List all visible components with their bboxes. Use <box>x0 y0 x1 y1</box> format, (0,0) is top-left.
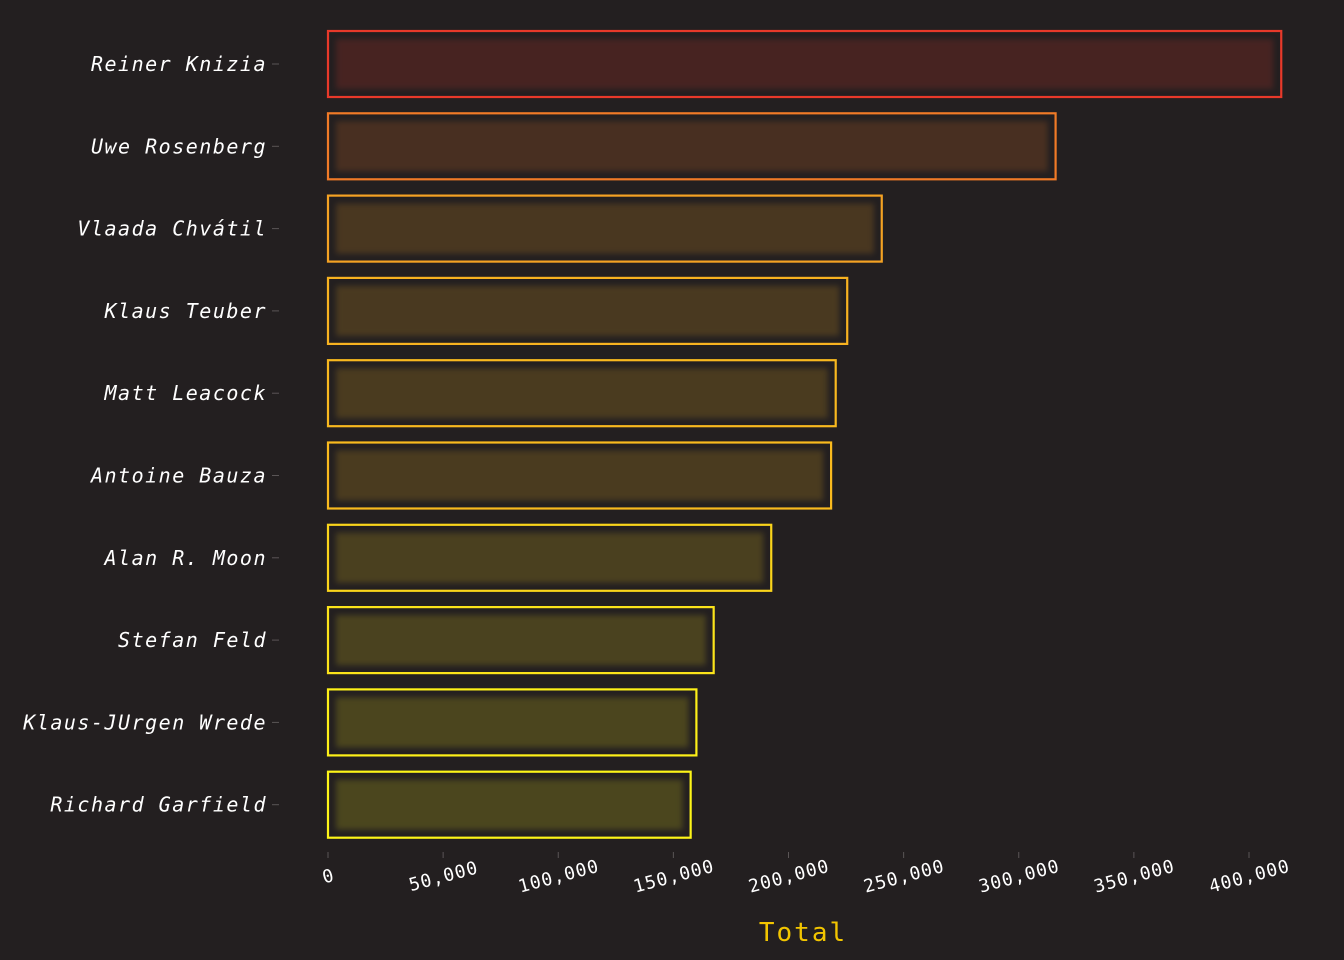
bar <box>326 770 692 839</box>
y-tick-label: Matt Leacock <box>104 381 268 405</box>
x-axis-title: Total <box>759 918 847 948</box>
bar-glow <box>336 39 1274 89</box>
y-tick-label: Stefan Feld <box>118 628 267 652</box>
x-tick-label: 50,000 <box>407 857 481 896</box>
bar <box>326 688 698 757</box>
bar <box>326 523 773 592</box>
x-tick-label: 300,000 <box>977 856 1062 898</box>
bar-glow <box>336 779 683 830</box>
bar-glow <box>336 450 824 501</box>
x-tick-label: 350,000 <box>1092 856 1177 898</box>
bar <box>326 276 849 345</box>
bar-glow <box>336 121 1048 172</box>
y-tick-label: Klaus-JUrgen Wrede <box>22 710 267 734</box>
x-tick-label: 400,000 <box>1207 856 1292 898</box>
x-tick-label: 250,000 <box>861 856 946 898</box>
bar-glow <box>336 697 689 748</box>
bar <box>326 441 833 510</box>
bar-glow <box>336 532 764 583</box>
y-tick-label: Reiner Knizia <box>91 52 267 76</box>
bars-group <box>326 29 1283 839</box>
x-tick-label: 200,000 <box>746 856 831 898</box>
bar <box>326 29 1283 99</box>
y-tick-label: Klaus Teuber <box>104 299 268 323</box>
x-tick-label: 100,000 <box>516 856 601 898</box>
bar <box>326 605 715 675</box>
bar-glow <box>336 615 706 666</box>
bar <box>326 112 1057 181</box>
bar-glow <box>336 368 828 419</box>
x-axis: 0 50,000 100,000 150,000 200,000 250,000 300,0… <box>320 852 1292 898</box>
y-tick-label: Uwe Rosenberg <box>91 134 267 158</box>
y-tick-label: Antoine Bauza <box>89 464 267 488</box>
y-axis-labels: Reiner Knizia Uwe Rosenberg Vlaada Chvátil… <box>22 52 279 817</box>
bar <box>326 359 837 428</box>
y-tick-label: Vlaada Chvátil <box>77 217 267 241</box>
y-tick-label: Alan R. Moon <box>103 546 268 570</box>
bar-glow <box>336 203 874 254</box>
bar <box>326 194 883 263</box>
bar-glow <box>336 285 840 336</box>
x-tick-label: 0 <box>320 865 337 888</box>
y-tick-label: Richard Garfield <box>50 793 267 817</box>
x-tick-label: 150,000 <box>631 856 716 898</box>
